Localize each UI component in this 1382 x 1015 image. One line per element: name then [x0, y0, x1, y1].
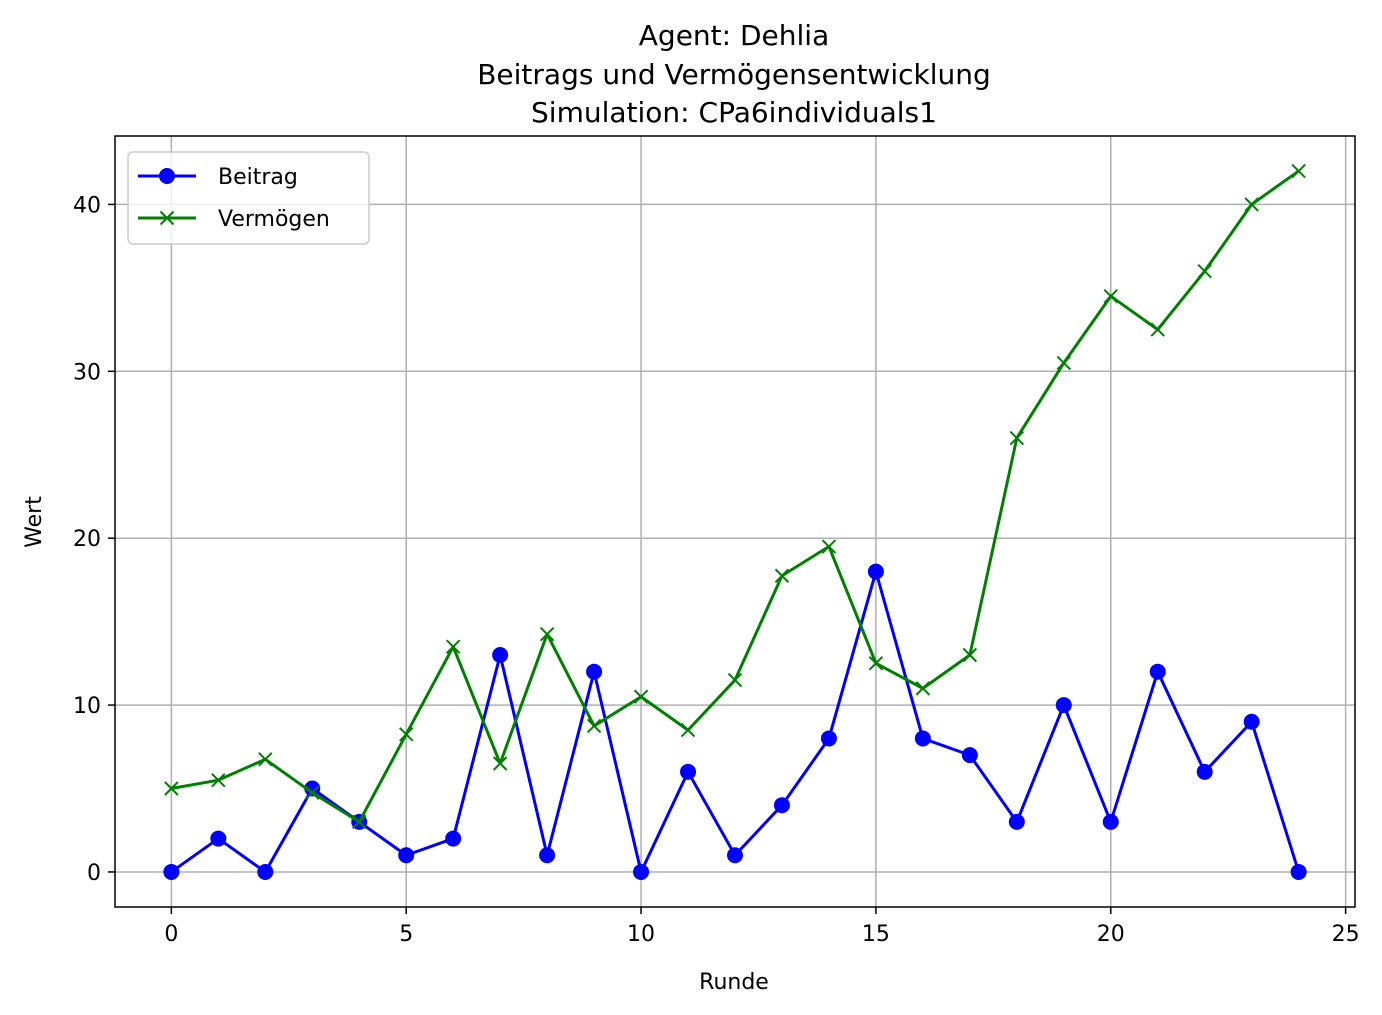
- series-1-point: [539, 847, 556, 864]
- legend-label-1: Beitrag: [218, 165, 298, 190]
- y-tick-label: 0: [87, 861, 101, 886]
- series-2-point: [680, 722, 696, 738]
- series-1-point: [257, 863, 274, 880]
- series-1-point: [1290, 863, 1307, 880]
- series-2-point: [164, 781, 179, 796]
- series-2-point: [258, 752, 273, 767]
- series-2-point: [1056, 355, 1071, 371]
- series-1-point: [163, 863, 180, 880]
- plot-area-frame: [114, 135, 1356, 908]
- chart-title: Agent: Dehlia Beitrags und Vermögensentw…: [477, 19, 991, 129]
- y-axis-label: Wert: [22, 496, 47, 548]
- legend: Beitrag Vermögen: [127, 151, 370, 245]
- series-2-point: [1150, 322, 1165, 337]
- series-1-point: [680, 763, 697, 780]
- series-1-point: [773, 797, 790, 814]
- series-2-point: [539, 626, 555, 642]
- series-2-point: [1291, 163, 1306, 179]
- series-2-point: [445, 639, 461, 654]
- series-2-point: [1197, 263, 1212, 279]
- series-2: [164, 163, 1306, 830]
- series-1-point: [1149, 663, 1166, 680]
- series-1-point: [1243, 713, 1260, 730]
- series-layer: [163, 163, 1307, 880]
- series-2-line: [171, 169, 1300, 824]
- x-tick-label: 20: [1097, 922, 1125, 947]
- series-2-point: [1103, 289, 1118, 304]
- series-1-point: [1102, 813, 1119, 830]
- y-tick-label: 10: [73, 694, 101, 719]
- series-1-point: [1196, 763, 1213, 780]
- series-1-point: [633, 863, 650, 880]
- series-2-point: [1009, 430, 1025, 446]
- series-2-point: [868, 656, 884, 671]
- series-2-point: [305, 785, 320, 800]
- grid-lines: [115, 136, 1355, 907]
- series-1-point: [961, 747, 978, 764]
- series-1-point: [492, 647, 509, 664]
- series-1-point: [398, 847, 415, 864]
- series-1-point: [914, 730, 931, 747]
- chart-title-line-2: Beitrags und Vermögensentwicklung: [477, 58, 991, 91]
- x-axis-label: Runde: [699, 970, 769, 995]
- series-1-point: [445, 830, 462, 847]
- y-tick-label: 30: [73, 360, 101, 385]
- series-1: [163, 563, 1307, 880]
- x-axis-ticks: 0 5 10 15 20 25: [164, 907, 1360, 947]
- legend-marker-1: [159, 168, 175, 184]
- series-2-point: [211, 772, 226, 788]
- chart-title-line-3: Simulation: CPa6individuals1: [531, 96, 937, 129]
- series-1-point: [867, 563, 884, 580]
- series-1-point: [210, 830, 227, 847]
- series-1-point: [1008, 813, 1025, 830]
- series-2-point: [821, 539, 837, 554]
- series-2-point: [492, 756, 508, 771]
- y-axis-ticks: 0 10 20 30 40: [73, 193, 115, 886]
- y-tick-label: 20: [73, 527, 101, 552]
- x-tick-label: 15: [862, 922, 890, 947]
- series-1-point: [304, 780, 321, 797]
- y-tick-label: 40: [73, 193, 101, 218]
- series-2-point: [962, 647, 978, 663]
- series-2-point: [399, 727, 414, 742]
- series-1-point: [820, 730, 837, 747]
- series-2-point: [352, 814, 367, 830]
- series-2-point: [586, 718, 602, 734]
- series-1-point: [586, 663, 603, 680]
- legend-label-2: Vermögen: [218, 207, 330, 232]
- chart-title-line-1: Agent: Dehlia: [639, 19, 829, 52]
- legend-marker-2: [159, 210, 175, 226]
- series-2-point: [1244, 197, 1259, 212]
- series-1-point: [727, 847, 743, 864]
- series-2-point: [915, 681, 931, 696]
- x-tick-label: 0: [164, 922, 178, 947]
- x-tick-label: 25: [1332, 922, 1360, 947]
- x-tick-label: 10: [627, 922, 655, 947]
- series-2-point: [727, 672, 743, 688]
- series-1-line: [170, 570, 1301, 874]
- series-1-point: [1055, 697, 1072, 714]
- series-2-point: [633, 689, 649, 704]
- series-2-point: [774, 568, 790, 583]
- x-tick-label: 5: [399, 922, 413, 947]
